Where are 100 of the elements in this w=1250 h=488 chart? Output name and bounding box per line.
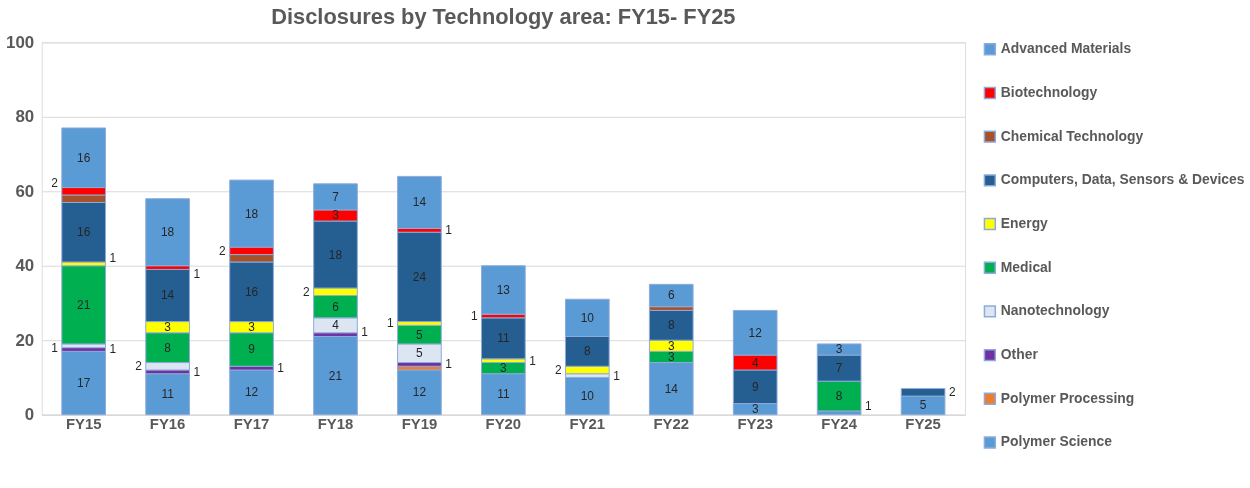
- data-label: 3: [164, 320, 172, 335]
- data-label: 14: [412, 195, 427, 210]
- x-tick-label: FY25: [905, 416, 941, 433]
- data-label: 9: [751, 379, 759, 394]
- bar: [313, 335, 358, 416]
- x-tick-label: FY22: [653, 416, 690, 433]
- data-label: 11: [497, 331, 510, 346]
- data-label: 1: [51, 341, 59, 356]
- legend-label: Computers, Data, Sensors & Devices: [1000, 171, 1245, 188]
- bar: [61, 265, 107, 345]
- data-label: 1: [470, 308, 478, 323]
- data-label: 8: [667, 318, 675, 333]
- data-label: 3: [500, 361, 508, 376]
- data-label: 4: [332, 318, 340, 333]
- legend-label: Other: [1000, 346, 1039, 363]
- data-label: 21: [328, 368, 343, 383]
- data-label: 16: [77, 150, 91, 165]
- data-label: 14: [664, 381, 679, 396]
- y-tick-label: 80: [15, 107, 35, 127]
- legend-label: Chemical Technology: [1000, 127, 1144, 144]
- bar: [145, 373, 190, 416]
- data-label: 1: [361, 324, 369, 339]
- data-label: 16: [77, 225, 91, 240]
- bar: [61, 350, 107, 416]
- x-tick-label: FY20: [485, 416, 522, 433]
- bar: [648, 283, 694, 308]
- data-label: 5: [416, 327, 424, 342]
- bar: [145, 198, 190, 267]
- data-label: 1: [445, 223, 453, 238]
- data-label: 18: [244, 206, 259, 221]
- data-label: 12: [748, 325, 763, 340]
- x-tick-label: FY19: [401, 416, 438, 433]
- data-label: 1: [529, 353, 537, 368]
- data-label: 6: [667, 288, 675, 303]
- data-label: 1: [193, 364, 201, 379]
- data-label: 5: [416, 346, 424, 361]
- bar: [229, 369, 274, 416]
- data-label: 2: [948, 385, 956, 400]
- data-label: 4: [751, 355, 759, 370]
- y-tick-label: 40: [15, 256, 35, 276]
- data-label: 7: [332, 189, 340, 204]
- bar: [481, 265, 526, 315]
- legend-label: Advanced Materials: [1000, 40, 1132, 57]
- data-label: 2: [135, 359, 143, 374]
- data-label: 3: [751, 402, 759, 417]
- data-label: 9: [248, 342, 256, 357]
- chart-title: Disclosures by Technology area: FY15- FY25: [271, 4, 736, 30]
- data-label: 10: [580, 310, 595, 325]
- data-label: 2: [219, 243, 227, 258]
- data-label: 1: [109, 250, 117, 265]
- x-tick-label: FY18: [317, 416, 354, 433]
- y-tick-label: 20: [15, 330, 35, 350]
- x-tick-label: FY17: [233, 416, 270, 433]
- x-tick-label: FY23: [737, 416, 773, 433]
- data-label: 18: [328, 247, 343, 262]
- bar: [481, 317, 526, 360]
- x-tick-label: FY15: [65, 416, 102, 433]
- data-label: 1: [277, 361, 285, 376]
- bar: [397, 369, 442, 416]
- bar: [564, 376, 610, 416]
- data-label: 7: [835, 361, 843, 376]
- x-tick-label: FY24: [821, 416, 858, 433]
- data-label: 3: [332, 208, 340, 223]
- y-tick-label: 0: [24, 405, 35, 425]
- data-label: 1: [387, 316, 394, 331]
- data-label: 1: [193, 266, 201, 281]
- data-label: 1: [613, 368, 621, 383]
- data-label: 2: [554, 362, 562, 377]
- legend-label: Polymer Processing: [1000, 389, 1135, 406]
- data-label: 1: [109, 342, 117, 357]
- data-label: 2: [303, 284, 311, 299]
- data-label: 12: [244, 385, 259, 400]
- bar: [397, 231, 442, 323]
- data-label: 11: [497, 387, 510, 402]
- data-label: 1: [864, 399, 872, 414]
- y-tick-label: 60: [15, 181, 35, 201]
- data-label: 5: [919, 398, 927, 413]
- bar: [397, 175, 442, 229]
- data-label: 11: [161, 387, 175, 402]
- data-label: 8: [835, 389, 843, 404]
- legend-label: Energy: [1000, 215, 1049, 232]
- legend-label: Polymer Science: [1000, 433, 1113, 450]
- data-label: 2: [51, 176, 59, 191]
- legend-label: Nanotechnology: [1000, 302, 1110, 319]
- data-label: 13: [496, 282, 511, 297]
- data-label: 24: [412, 269, 427, 284]
- data-label: 16: [244, 284, 259, 299]
- data-label: 8: [164, 340, 172, 355]
- data-label: 18: [160, 225, 175, 240]
- data-label: 1: [445, 357, 453, 372]
- legend-label: Medical: [1000, 258, 1052, 275]
- y-tick-label: 100: [6, 32, 35, 52]
- x-tick-label: FY16: [149, 416, 186, 433]
- data-label: 12: [412, 385, 427, 400]
- data-label: 10: [580, 389, 595, 404]
- data-label: 14: [160, 288, 175, 303]
- data-label: 8: [584, 344, 591, 359]
- data-label: 6: [332, 299, 340, 314]
- data-label: 17: [77, 375, 91, 390]
- x-tick-label: FY21: [569, 416, 606, 433]
